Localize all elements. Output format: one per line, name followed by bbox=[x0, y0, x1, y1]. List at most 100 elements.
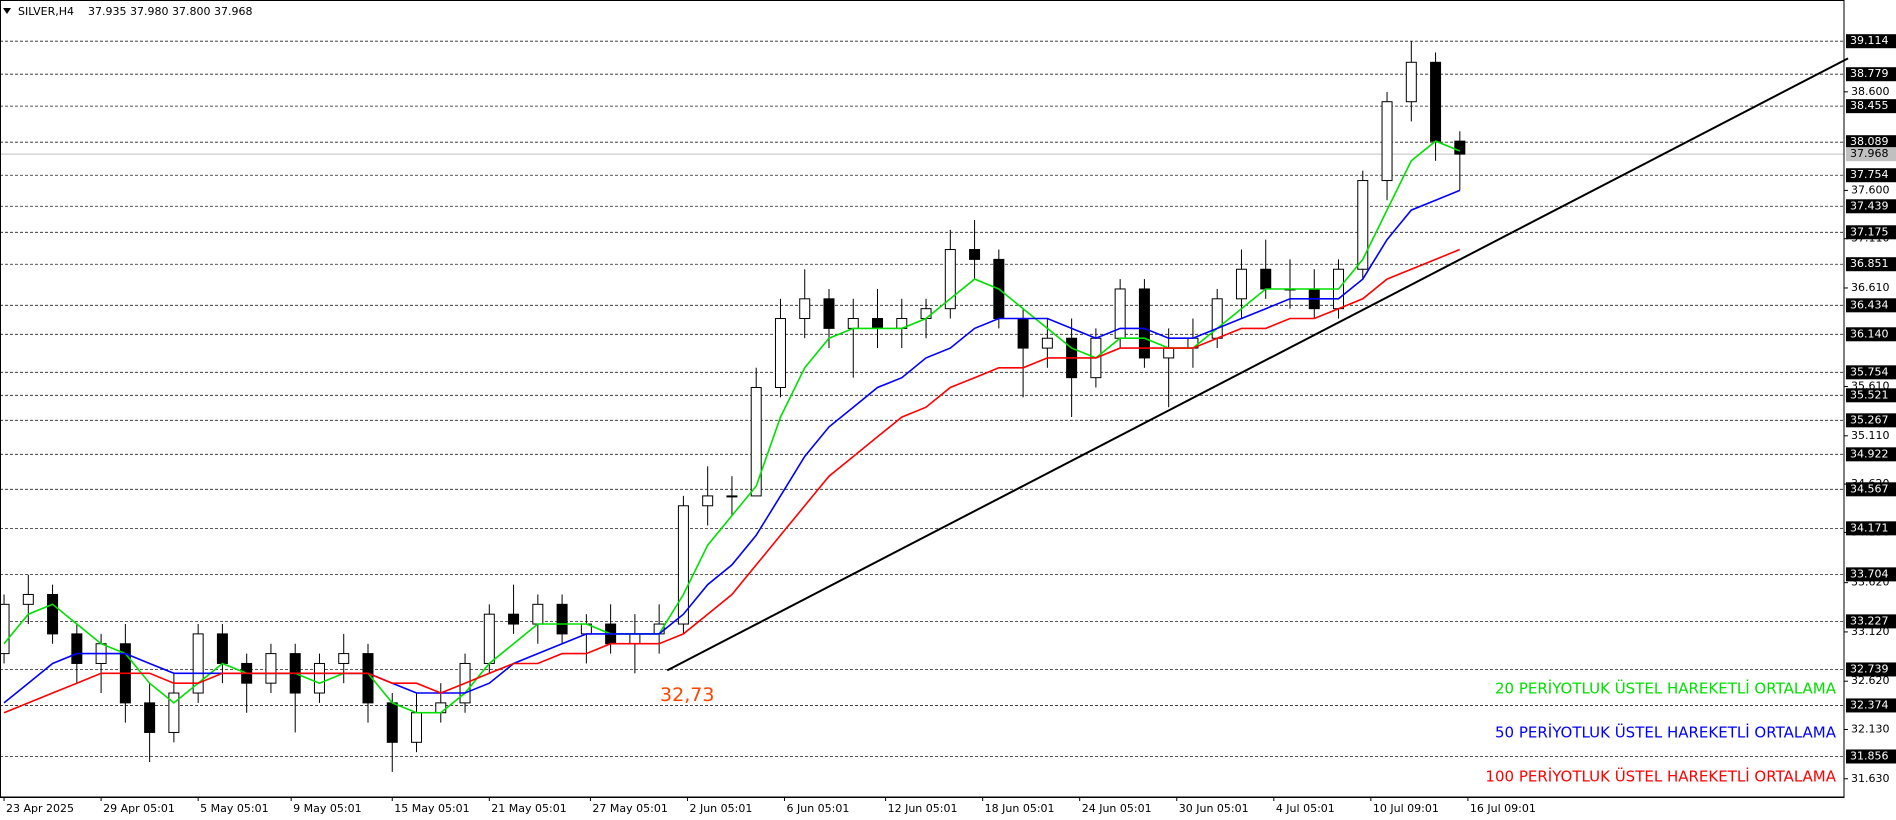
x-tick-label: 27 May 05:01 bbox=[592, 802, 667, 815]
level-label: 34.922 bbox=[1850, 447, 1889, 460]
y-tick-label: 38.600 bbox=[1851, 85, 1890, 98]
chart-title: SILVER,H4 bbox=[18, 5, 74, 18]
level-label-box bbox=[1846, 327, 1896, 342]
candle-body bbox=[386, 702, 398, 743]
candle-body bbox=[47, 593, 59, 635]
level-label-box bbox=[1846, 257, 1896, 272]
candle-body bbox=[192, 633, 204, 694]
x-tick-label: 10 Jul 09:01 bbox=[1373, 802, 1439, 815]
candle-body bbox=[969, 249, 981, 260]
level-label: 35.754 bbox=[1850, 365, 1889, 378]
level-label: 35.267 bbox=[1850, 413, 1889, 426]
candle-body bbox=[847, 318, 859, 329]
y-tick-label: 35.110 bbox=[1851, 429, 1890, 442]
candle-body bbox=[1211, 298, 1223, 339]
level-label: 38.089 bbox=[1850, 135, 1889, 148]
level-label-box bbox=[1846, 225, 1896, 240]
header-arrow bbox=[3, 8, 11, 14]
level-label: 38.455 bbox=[1850, 99, 1889, 112]
x-tick-label: 15 May 05:01 bbox=[394, 802, 469, 815]
level-label: 38.779 bbox=[1850, 67, 1889, 80]
ema-line bbox=[3, 248, 1461, 714]
candle-body bbox=[629, 633, 641, 645]
level-label: 39.114 bbox=[1850, 34, 1889, 47]
candle-body bbox=[265, 653, 277, 684]
candle-body bbox=[532, 603, 544, 625]
candle-body bbox=[872, 318, 884, 329]
level-label-box bbox=[1846, 388, 1896, 403]
legend-entry: 100 PERİYOTLUK ÜSTEL HAREKETLİ ORTALAMA bbox=[1485, 767, 1836, 786]
candle-body bbox=[1017, 318, 1029, 349]
grid-layer bbox=[0, 40, 1844, 757]
level-label: 35.521 bbox=[1850, 388, 1889, 401]
x-tick-label: 23 Apr 2025 bbox=[6, 802, 74, 815]
candle-body bbox=[435, 702, 447, 714]
candle-body bbox=[1041, 337, 1053, 349]
x-tick-label: 16 Jul 09:01 bbox=[1470, 802, 1536, 815]
level-label-box bbox=[1846, 365, 1896, 380]
x-tick-label: 12 Jun 05:01 bbox=[888, 802, 958, 815]
level-label: 32.374 bbox=[1850, 698, 1889, 711]
level-label-box bbox=[1846, 67, 1896, 82]
level-label-box bbox=[1846, 99, 1896, 114]
level-label-box bbox=[1846, 482, 1896, 497]
level-label: 33.704 bbox=[1850, 567, 1889, 580]
candle-body bbox=[944, 249, 956, 310]
level-label: 31.856 bbox=[1850, 749, 1889, 762]
level-label: 34.171 bbox=[1850, 521, 1889, 534]
candle-body bbox=[774, 318, 786, 389]
candle-body bbox=[168, 692, 180, 733]
candle-body bbox=[483, 613, 495, 664]
candle-body bbox=[556, 603, 568, 635]
x-tick-label: 21 May 05:01 bbox=[491, 802, 566, 815]
candle-body bbox=[313, 662, 325, 694]
level-label: 36.434 bbox=[1850, 298, 1889, 311]
candle-body bbox=[1138, 288, 1150, 359]
candle-body bbox=[702, 495, 714, 507]
marks-layer: 20 PERİYOTLUK ÜSTEL HAREKETLİ ORTALAMA 50… bbox=[0, 41, 1849, 786]
candle-body bbox=[22, 593, 34, 605]
candle-body bbox=[1163, 347, 1175, 359]
level-label: 37.754 bbox=[1850, 168, 1889, 181]
candle-body bbox=[508, 613, 520, 625]
level-label: 33.227 bbox=[1850, 614, 1889, 627]
candle-body bbox=[750, 387, 762, 497]
plot-frame bbox=[0, 0, 1845, 798]
level-label: 37.175 bbox=[1850, 225, 1889, 238]
ohlc-header: 37.935 37.980 37.800 37.968 bbox=[88, 5, 252, 18]
candle-body bbox=[799, 298, 811, 320]
candle-body bbox=[1381, 101, 1393, 182]
candle-body bbox=[216, 633, 228, 664]
level-label-box bbox=[1846, 199, 1896, 214]
candle-body bbox=[144, 702, 156, 733]
x-tick-label: 29 Apr 05:01 bbox=[103, 802, 175, 815]
y-tick-label: 37.600 bbox=[1851, 183, 1890, 196]
candle-body bbox=[920, 308, 932, 320]
annotation: 32,73 bbox=[660, 684, 714, 706]
level-label-box bbox=[1846, 749, 1896, 764]
trendline bbox=[666, 57, 1849, 672]
x-tick-label: 9 May 05:01 bbox=[293, 802, 361, 815]
level-label-box bbox=[1846, 34, 1896, 49]
level-label-box bbox=[1846, 298, 1896, 313]
level-label-box bbox=[1846, 447, 1896, 462]
x-tick-label: 30 Jun 05:01 bbox=[1179, 802, 1249, 815]
level-label: 36.140 bbox=[1850, 327, 1889, 340]
candle-body bbox=[823, 298, 835, 329]
current-price-label: 37.968 bbox=[1850, 147, 1889, 160]
candle-body bbox=[0, 603, 10, 655]
level-label: 34.567 bbox=[1850, 482, 1889, 495]
candle-body bbox=[1405, 61, 1417, 103]
level-label: 36.851 bbox=[1850, 257, 1889, 270]
level-label: 37.439 bbox=[1850, 199, 1889, 212]
candle-body bbox=[1430, 61, 1442, 142]
level-label-box bbox=[1846, 521, 1896, 536]
level-label-box bbox=[1846, 168, 1896, 183]
candle-body bbox=[726, 495, 738, 498]
candle-body bbox=[1454, 140, 1466, 155]
x-tick-label: 18 Jun 05:01 bbox=[985, 802, 1055, 815]
candle-body bbox=[1260, 268, 1272, 290]
x-tick-label: 2 Jun 05:01 bbox=[689, 802, 752, 815]
y-tick-label: 31.630 bbox=[1851, 772, 1890, 785]
